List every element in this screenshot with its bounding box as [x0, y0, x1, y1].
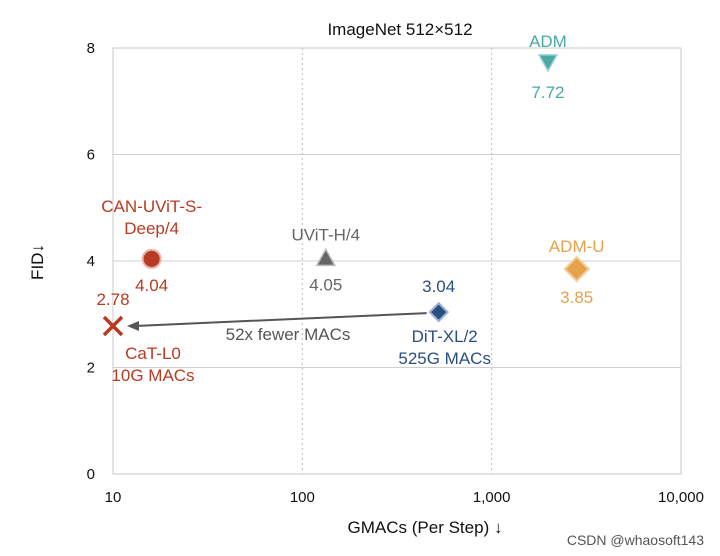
marker-triangle-up — [315, 247, 337, 267]
marker-triangle-down — [537, 54, 559, 73]
watermark: CSDN @whaosoft143 — [567, 532, 704, 548]
marker-x-stroke — [102, 315, 124, 337]
point-name-label: ADM — [529, 32, 567, 51]
point-adm: ADM 7.72 — [529, 32, 567, 102]
x-tick-label: 10,000 — [658, 489, 704, 506]
y-tick-label: 6 — [87, 147, 95, 164]
chart-title: ImageNet 512×512 — [327, 20, 472, 39]
point-dit-xl-2: DiT-XL/2 525G MACs 3.04 — [398, 277, 491, 368]
x-tick-label: 10 — [105, 489, 122, 506]
point-can-uvit-s-deep-4: CAN-UViT-S- Deep/4 4.04 — [101, 197, 202, 295]
point-name-label: DiT-XL/2 — [412, 327, 478, 346]
y-axis-label: FID↓ — [28, 244, 47, 280]
point-name-label: ADM-U — [549, 237, 605, 256]
point-value-label: 3.85 — [560, 288, 593, 307]
point-name-label: Deep/4 — [124, 219, 179, 238]
point-value-label: 2.78 — [96, 290, 129, 309]
x-axis-label: GMACs (Per Step) ↓ — [348, 518, 503, 537]
y-tick-label: 0 — [87, 466, 95, 483]
arrow-line — [134, 312, 427, 327]
point-name-label: CaT-L0 — [125, 344, 181, 363]
point-cat-l0: CaT-L0 10G MACs 2.78 — [96, 290, 194, 385]
x-tick-label: 1,000 — [473, 489, 511, 506]
marker-diamond — [563, 255, 591, 283]
marker-diamond — [428, 301, 450, 323]
point-value-label: 7.72 — [531, 83, 564, 102]
point-name-label: 10G MACs — [111, 366, 194, 385]
point-name-label: CAN-UViT-S- — [101, 197, 202, 216]
point-value-label: 3.04 — [422, 277, 455, 296]
marker-circle — [141, 248, 162, 269]
y-tick-label: 8 — [87, 40, 95, 57]
points: CAN-UViT-S- Deep/4 4.04 UViT-H/4 4.05 DiT-XL/… — [96, 32, 604, 385]
y-tick-label: 2 — [87, 360, 95, 377]
annotation: 52x fewer MACs — [127, 312, 427, 344]
point-name-label: UViT-H/4 — [291, 225, 360, 244]
point-value-label: 4.05 — [309, 275, 342, 294]
arrow-label: 52x fewer MACs — [226, 325, 351, 344]
ticks: 0 2 4 6 8 10 100 1,000 10,000 — [87, 40, 704, 506]
x-tick-label: 100 — [290, 489, 315, 506]
point-uvit-h-4: UViT-H/4 4.05 — [291, 225, 360, 294]
point-value-label: 4.04 — [135, 276, 168, 295]
y-tick-label: 4 — [87, 253, 95, 270]
grid — [113, 48, 681, 474]
point-adm-u: ADM-U 3.85 — [549, 237, 605, 307]
plot-frame — [112, 47, 682, 475]
arrow-head — [127, 320, 139, 331]
axes — [112, 47, 682, 475]
point-name-label: 525G MACs — [398, 349, 491, 368]
